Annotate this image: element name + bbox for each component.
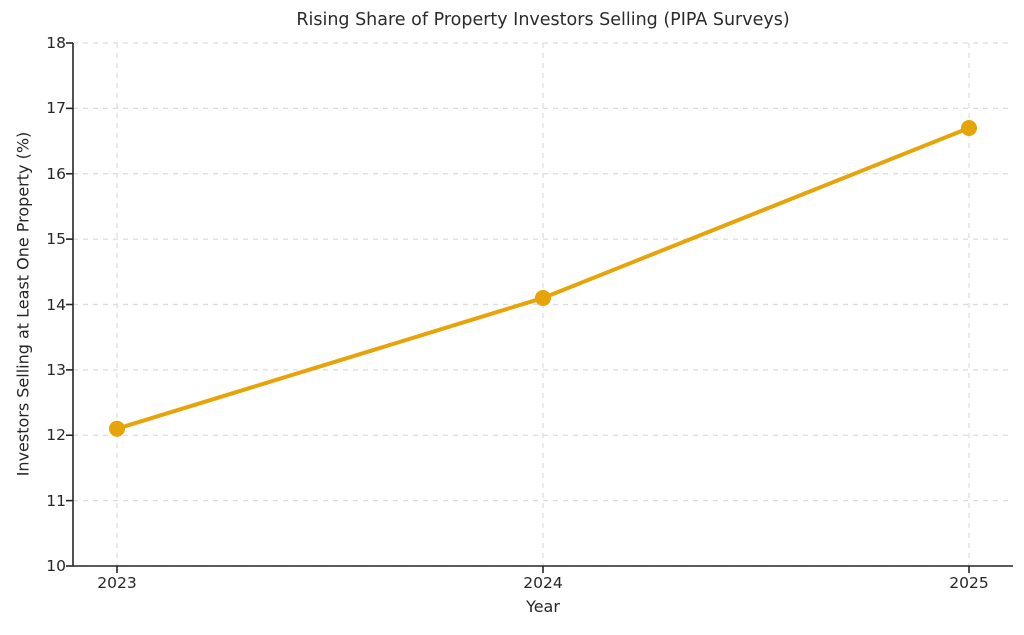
y-tick-label: 18 [46, 34, 66, 52]
x-tick-label: 2025 [949, 574, 989, 592]
x-tick-label: 2024 [523, 574, 563, 592]
y-tick-label: 17 [46, 99, 66, 118]
x-tick-label: 2023 [97, 574, 137, 592]
y-tick-label: 10 [46, 557, 66, 575]
y-tick-label: 11 [46, 491, 66, 510]
chart-title: Rising Share of Property Investors Selli… [296, 10, 790, 30]
data-point-marker [535, 289, 551, 306]
data-point-marker [109, 420, 125, 437]
data-point-marker [961, 119, 977, 136]
y-tick-label: 13 [46, 360, 66, 379]
x-axis-label: Year [526, 597, 560, 616]
y-tick-label: 14 [46, 295, 66, 314]
y-tick-label: 16 [46, 164, 66, 183]
y-tick-label: 15 [46, 230, 66, 249]
y-tick-label: 12 [46, 426, 66, 445]
